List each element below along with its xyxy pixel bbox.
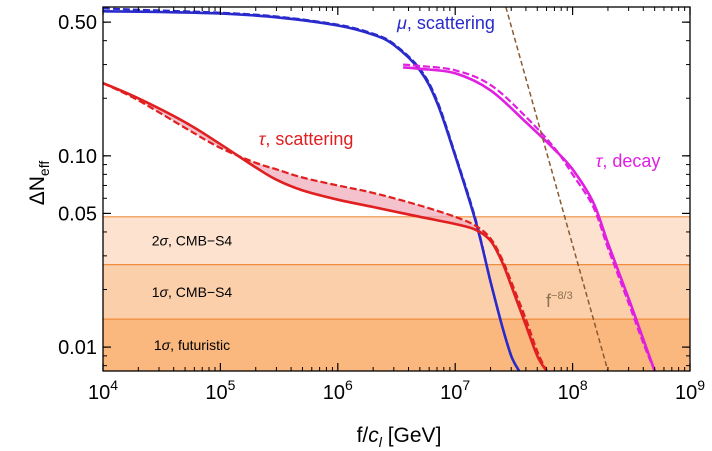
mu-scattering-label-symbol: μ [396, 13, 407, 33]
x-tick-label: 109 [675, 377, 705, 404]
band-label-0: 2σ, CMB−S4 [152, 233, 233, 249]
band-label-num-2: 1 [154, 337, 162, 353]
tau-scattering-label-symbol: τ [259, 129, 267, 149]
tau-decay-label-text: , decay [602, 151, 660, 171]
x-tick-label: 105 [205, 377, 235, 404]
band-label-sigma-1: σ [160, 284, 169, 300]
power-law-label: f−8/3 [546, 290, 573, 311]
x-tick-base: 10 [88, 382, 110, 404]
band-1 [103, 264, 690, 320]
tau-scattering-dashed [103, 82, 548, 371]
x-tick-base: 10 [440, 382, 462, 404]
band-label-sigma-0: σ [160, 233, 169, 249]
x-tick-label: 106 [323, 377, 353, 404]
bands-layer [103, 216, 690, 371]
band-label-num-1: 1 [152, 284, 160, 300]
band-label-num-0: 2 [152, 233, 160, 249]
y-axis-title-main: ΔN [26, 176, 49, 205]
x-tick-exp: 8 [580, 377, 588, 393]
tau-decay-label: τ, decay [596, 151, 661, 171]
band-label-rest-2: , futuristic [170, 337, 230, 353]
tau-scattering-solid [103, 81, 548, 371]
x-tick-base: 10 [675, 382, 697, 404]
x-tick-exp: 9 [697, 377, 705, 393]
mu-scattering-label: μ, scattering [396, 13, 495, 33]
series-layer [103, 7, 656, 371]
tau-scattering-label-text: , scattering [265, 129, 353, 149]
x-tick-label: 107 [440, 377, 470, 404]
band-label-1: 1σ, CMB−S4 [152, 284, 233, 300]
power-law-label-exp: −8/3 [551, 290, 573, 302]
x-axis-title-f: f/ [357, 424, 369, 447]
band-label-2: 1σ, futuristic [154, 337, 230, 353]
x-axis-title-c: c [368, 424, 379, 447]
x-axis-title-unit: [GeV] [382, 424, 442, 447]
x-tick-exp: 4 [110, 377, 118, 393]
tau-decay-label-symbol: τ [596, 151, 604, 171]
x-tick-base: 10 [205, 382, 227, 404]
x-tick-exp: 6 [345, 377, 353, 393]
tau-scattering-label: τ, scattering [259, 129, 354, 149]
y-tick-label: 0.01 [58, 337, 97, 359]
tau-decay-solid [403, 66, 656, 371]
x-tick-base: 10 [323, 382, 345, 404]
band-label-sigma-2: σ [162, 337, 171, 353]
y-tick-label: 0.50 [58, 12, 97, 34]
y-tick-label: 0.10 [58, 146, 97, 168]
x-tick-label: 108 [558, 377, 588, 404]
power-law-label-base: f [546, 291, 552, 311]
x-tick-exp: 7 [462, 377, 470, 393]
y-axis-title: ΔNeff [26, 161, 52, 206]
x-tick-base: 10 [558, 382, 580, 404]
x-tick-label: 104 [88, 377, 118, 404]
x-axis-title: f/cl [GeV] [357, 424, 442, 450]
band-label-rest-0: , CMB−S4 [168, 233, 232, 249]
plot-frame [102, 6, 691, 372]
mu-scattering-label-text: , scattering [407, 13, 495, 33]
y-axis-title-sub: eff [36, 161, 52, 176]
y-tick-label: 0.05 [58, 203, 97, 225]
x-tick-exp: 5 [228, 377, 236, 393]
power-law-guide [505, 7, 609, 371]
band-label-rest-1: , CMB−S4 [168, 284, 232, 300]
band-2 [103, 319, 690, 371]
x-axis-title-sub: l [379, 434, 383, 450]
band-0 [103, 216, 690, 265]
